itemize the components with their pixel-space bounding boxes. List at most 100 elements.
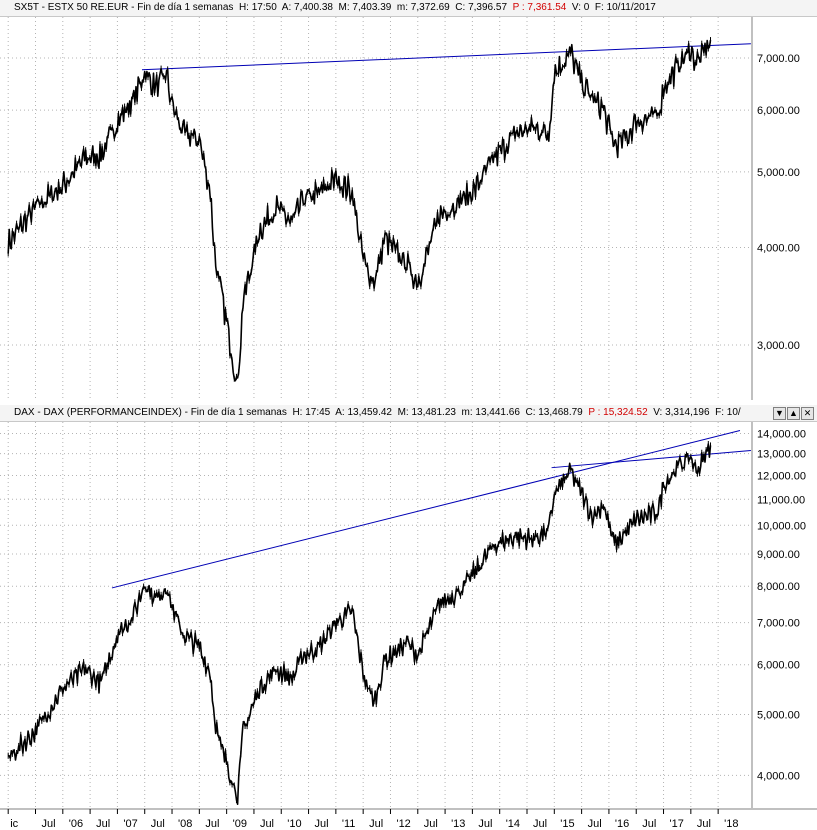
- top-period: Fin de día 1 semanas: [137, 2, 234, 13]
- top-a-label: A:: [281, 2, 292, 13]
- bottom-panel-header: DAX - DAX (PERFORMANCEINDEX) - Fin de dí…: [0, 405, 817, 422]
- top-ytick-label: 7,000.00: [757, 53, 800, 65]
- bottom-ytick-label: 14,000.00: [757, 428, 806, 440]
- top-description: ESTX 50 RE.EUR: [47, 2, 129, 13]
- xtick-label: '07: [123, 818, 137, 830]
- xtick-label: Jul: [315, 818, 329, 830]
- xtick-label: '09: [233, 818, 247, 830]
- bottom-header-text: DAX - DAX (PERFORMANCEINDEX) - Fin de dí…: [14, 407, 741, 418]
- top-trendline: [141, 43, 751, 71]
- top-panel-header: SX5T - ESTX 50 RE.EUR - Fin de día 1 sem…: [0, 0, 817, 17]
- top-a-value: 7,400.38: [294, 2, 333, 13]
- bottom-trendline: [111, 430, 741, 589]
- top-ytick-label: 4,000.00: [757, 243, 800, 255]
- bottom-h-label: H:: [292, 407, 303, 418]
- xtick-label: Jul: [424, 818, 438, 830]
- bottom-ytick-label: 5,000.00: [757, 710, 800, 722]
- xtick-label: Jul: [369, 818, 383, 830]
- bottom-h-value: 17:45: [305, 407, 331, 418]
- bottom-ytick-label: 11,000.00: [757, 494, 805, 506]
- xtick-label: Jul: [205, 818, 219, 830]
- bottom-ytick-label: 7,000.00: [757, 618, 800, 630]
- top-f-label: F:: [594, 2, 604, 13]
- xtick-label: '13: [451, 818, 465, 830]
- top-c-value: 7,396.57: [468, 2, 508, 13]
- bottom-ytick-label: 10,000.00: [757, 520, 806, 532]
- bottom-a-label: A:: [335, 407, 345, 418]
- bottom-ytick-label: 6,000.00: [757, 660, 800, 672]
- top-c-label: C:: [455, 2, 466, 13]
- top-ytick-label: 6,000.00: [757, 105, 800, 117]
- time-axis: ic Jul '06 Jul '07 Jul '08 Jul '09 Jul '10 Jul '11 Ju…: [0, 808, 817, 830]
- xtick-label: '15: [560, 818, 574, 830]
- xtick-label: Jul: [697, 818, 711, 830]
- xtick-label: '12: [396, 818, 410, 830]
- bottom-trendlines: [111, 430, 751, 589]
- bottom-p-value: 15,324.52: [603, 407, 648, 418]
- panel-up-button[interactable]: ▲: [787, 407, 800, 420]
- xtick-label: Jul: [478, 818, 492, 830]
- top-header-text: SX5T - ESTX 50 RE.EUR - Fin de día 1 sem…: [14, 2, 656, 13]
- xtick-label: '08: [178, 818, 192, 830]
- top-symbol: SX5T: [14, 2, 39, 13]
- bottom-trendline: [551, 450, 751, 469]
- bottom-f-value: 10/: [726, 407, 741, 418]
- top-ytick-label: 5,000.00: [757, 167, 800, 179]
- top-min-label: m:: [396, 2, 409, 13]
- panel-close-button[interactable]: ✕: [801, 407, 814, 420]
- top-p-label: P :: [512, 2, 525, 13]
- top-v-label: V:: [571, 2, 581, 13]
- top-trendlines: [141, 43, 751, 71]
- xtick-label: '11: [342, 818, 356, 830]
- bottom-ytick-label: 13,000.00: [757, 449, 806, 461]
- bottom-a-value: 13,459.42: [347, 407, 393, 418]
- top-ytick-label: 3,000.00: [757, 340, 800, 352]
- top-m-value: 7,403.39: [352, 2, 392, 13]
- top-m-label: M:: [338, 2, 350, 13]
- top-v-value: 0: [583, 2, 590, 13]
- bottom-v-value: 3,314,196: [665, 407, 710, 418]
- bottom-ytick-label: 9,000.00: [757, 549, 800, 561]
- bottom-symbol: DAX: [14, 407, 35, 418]
- bottom-ytick-label: 4,000.00: [757, 770, 800, 782]
- bottom-period: Fin de día 1 semanas: [190, 407, 287, 418]
- bottom-ytick-label: 12,000.00: [757, 471, 806, 483]
- bottom-p-label: P :: [588, 407, 601, 418]
- xtick-label: '06: [69, 818, 83, 830]
- xtick-label: Jul: [642, 818, 656, 830]
- bottom-m-value: 13,481.23: [411, 407, 456, 418]
- bottom-v-label: V:: [653, 407, 663, 418]
- top-price-series: [7, 37, 712, 382]
- bottom-price-series: [7, 441, 712, 805]
- xtick-label: '10: [287, 818, 301, 830]
- xtick-label: '18: [724, 818, 738, 830]
- panel-down-button[interactable]: ▼: [773, 407, 786, 420]
- xtick-label: '16: [615, 818, 629, 830]
- bottom-c-value: 13,468.79: [538, 407, 583, 418]
- xtick-label: Jul: [260, 818, 274, 830]
- top-y-axis: 3,000.00 4,000.00 5,000.00 6,000.00 7,000.00: [751, 17, 800, 400]
- top-f-value: 10/11/2017: [606, 2, 656, 13]
- xtick-label: '17: [670, 818, 684, 830]
- top-h-value: 17:50: [251, 2, 277, 13]
- xtick-label: ic: [10, 818, 18, 830]
- bottom-min-value: 13,441.66: [475, 407, 520, 418]
- bottom-price-line: [7, 443, 712, 805]
- xtick-label: Jul: [588, 818, 602, 830]
- bottom-c-label: C:: [525, 407, 536, 418]
- top-chart-grid: [0, 17, 752, 400]
- bottom-ytick-label: 8,000.00: [757, 581, 800, 593]
- top-p-value: 7,361.54: [527, 2, 567, 13]
- bottom-f-label: F:: [715, 407, 725, 418]
- bottom-y-axis: 4,000.00 5,000.00 6,000.00 7,000.00 8,000.00…: [751, 422, 806, 808]
- bottom-min-label: m:: [461, 407, 473, 418]
- bottom-m-label: M:: [397, 407, 409, 418]
- top-min-value: 7,372.69: [410, 2, 450, 13]
- xtick-label: Jul: [151, 818, 165, 830]
- xtick-label: Jul: [533, 818, 547, 830]
- top-price-line: [7, 39, 712, 382]
- top-h-label: H:: [238, 2, 249, 13]
- bottom-description: DAX (PERFORMANCEINDEX): [43, 407, 182, 418]
- xtick-label: Jul: [41, 818, 55, 830]
